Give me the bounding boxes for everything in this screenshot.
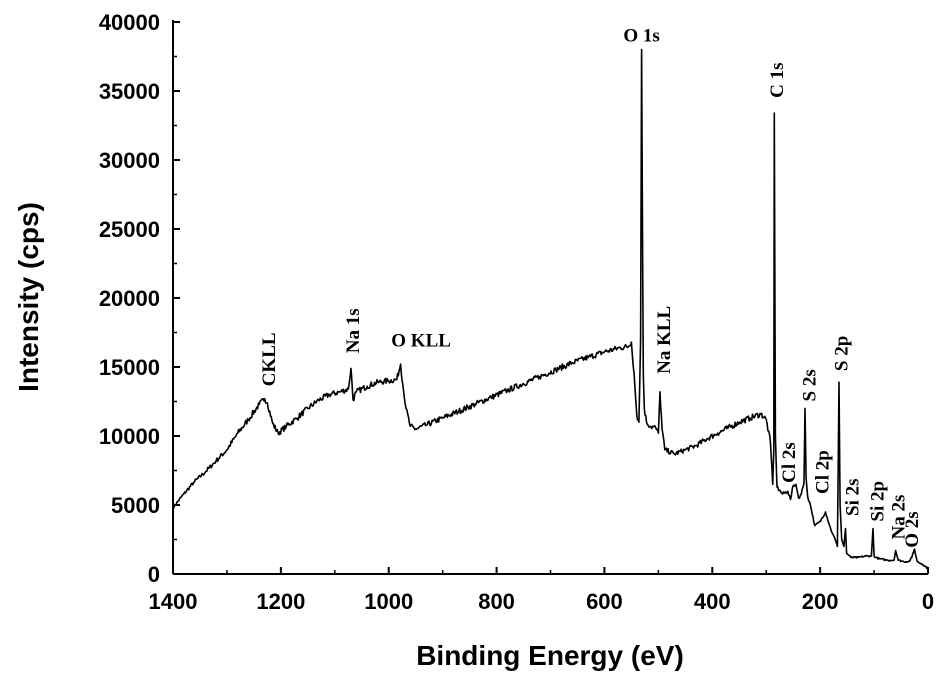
peak-label: CKLL — [259, 332, 280, 386]
y-tick-label: 10000 — [99, 424, 160, 449]
y-tick-label: 0 — [148, 562, 160, 587]
x-tick-label: 1000 — [364, 589, 413, 614]
x-tick-label: 0 — [922, 589, 934, 614]
axes: 1400 1200 1000 800 600 400 200 0050001000015000… — [99, 10, 934, 614]
peak-label: Cl 2p — [812, 450, 833, 494]
y-tick-label: 30000 — [99, 148, 160, 173]
peak-label: O KLL — [391, 330, 451, 351]
peak-label: Na KLL — [654, 306, 675, 374]
peak-label: Na 1s — [343, 308, 364, 353]
peak-label: O 2s — [902, 511, 923, 547]
y-tick-label: 20000 — [99, 286, 160, 311]
peak-label: Si 2p — [867, 481, 888, 522]
peak-label: Na 2s — [888, 495, 909, 540]
peak-label: S 2p — [832, 336, 853, 371]
peak-annotations: CKLL Na 1s O KLL O 1s Na KLL C 1s Cl 2s S 2s Cl … — [259, 25, 923, 547]
x-tick-label: 1400 — [149, 589, 198, 614]
y-tick-label: 35000 — [99, 79, 160, 104]
y-tick-label: 15000 — [99, 355, 160, 380]
x-tick-label: 800 — [478, 589, 515, 614]
series-line-0 — [172, 48, 929, 569]
y-tick-label: 25000 — [99, 217, 160, 242]
x-axis-title: Binding Energy (eV) — [416, 640, 684, 671]
peak-label: C 1s — [767, 63, 788, 98]
peak-label: Si 2s — [843, 479, 864, 517]
x-tick-label: 1200 — [256, 589, 305, 614]
peak-label: O 1s — [623, 25, 659, 46]
x-tick-label: 400 — [694, 589, 731, 614]
y-axis-title: Intensity (cps) — [13, 202, 44, 392]
x-tick-label: 200 — [802, 589, 839, 614]
spectrum-layer — [172, 48, 929, 569]
peak-label: Cl 2s — [779, 442, 800, 483]
y-tick-label: 40000 — [99, 10, 160, 35]
x-tick-label: 600 — [586, 589, 623, 614]
y-tick-label: 5000 — [111, 493, 160, 518]
peak-label: S 2s — [799, 369, 820, 401]
